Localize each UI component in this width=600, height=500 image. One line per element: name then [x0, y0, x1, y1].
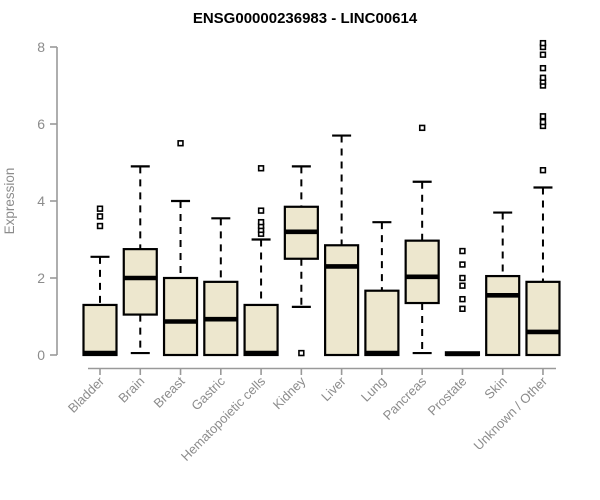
- x-tick-label-bladder: Bladder: [65, 373, 108, 416]
- box-gastric: [203, 217, 239, 357]
- box-bladder: [82, 205, 118, 357]
- iqr-box: [525, 280, 561, 357]
- x-tick-label-lung: Lung: [358, 374, 389, 405]
- x-tick-label-liver: Liver: [318, 373, 349, 404]
- iqr-box: [324, 244, 360, 357]
- box-breast: [162, 140, 199, 357]
- iqr-box: [364, 289, 400, 357]
- outlier-point: [539, 167, 547, 174]
- outlier-point: [418, 124, 426, 132]
- x-tick-label-prostate: Prostate: [425, 374, 470, 419]
- outlier-point: [459, 247, 466, 255]
- box-skin: [485, 211, 521, 357]
- outlier-point: [459, 261, 466, 268]
- box-hematopoietic-cells: [243, 165, 279, 357]
- box-prostate: [444, 247, 481, 357]
- x-tick-label-brain: Brain: [115, 374, 147, 406]
- outlier-point: [459, 295, 466, 303]
- outlier-point: [459, 305, 466, 312]
- x-tick-label-unknown-other: Unknown / Other: [471, 373, 551, 453]
- boxes: [82, 39, 561, 357]
- box-brain: [122, 165, 158, 355]
- outlier-point: [298, 349, 305, 357]
- y-tick-label: 8: [37, 39, 45, 55]
- outlier-point: [539, 64, 547, 72]
- iqr-box: [404, 239, 440, 305]
- y-tick-label: 6: [37, 116, 45, 132]
- box-kidney: [283, 165, 319, 357]
- chart-title: ENSG00000236983 - LINC00614: [193, 10, 418, 27]
- outlier-point: [539, 118, 547, 126]
- iqr-box: [162, 276, 199, 357]
- outlier-point: [96, 222, 104, 230]
- box-liver: [324, 134, 360, 357]
- outlier-point: [459, 274, 466, 282]
- iqr-box: [82, 303, 118, 357]
- outlier-point: [96, 205, 104, 212]
- y-tick-label: 4: [37, 193, 45, 209]
- outlier-point: [539, 51, 547, 58]
- x-tick-label-pancreas: Pancreas: [380, 373, 430, 423]
- box-unknown-other: [525, 39, 561, 357]
- box-lung: [364, 221, 400, 357]
- x-tick-label-kidney: Kidney: [270, 373, 309, 412]
- x-tick-label-skin: Skin: [481, 374, 509, 402]
- iqr-box: [122, 248, 158, 316]
- y-tick-label: 2: [37, 270, 45, 286]
- y-axis-label: Expression: [2, 168, 17, 235]
- outlier-point: [539, 113, 547, 120]
- box-pancreas: [404, 124, 440, 355]
- outlier-point: [257, 207, 265, 214]
- outlier-point: [539, 39, 547, 47]
- y-tick-label: 0: [37, 347, 45, 363]
- outlier-point: [257, 165, 265, 172]
- iqr-box: [243, 303, 279, 357]
- x-tick-label-gastric: Gastric: [188, 373, 228, 413]
- outlier-point: [257, 218, 265, 226]
- iqr-box: [485, 274, 521, 357]
- outlier-point: [459, 282, 466, 289]
- outlier-point: [96, 213, 104, 220]
- outlier-point: [539, 74, 547, 82]
- x-tick-label-breast: Breast: [150, 373, 187, 410]
- outlier-point: [177, 140, 184, 147]
